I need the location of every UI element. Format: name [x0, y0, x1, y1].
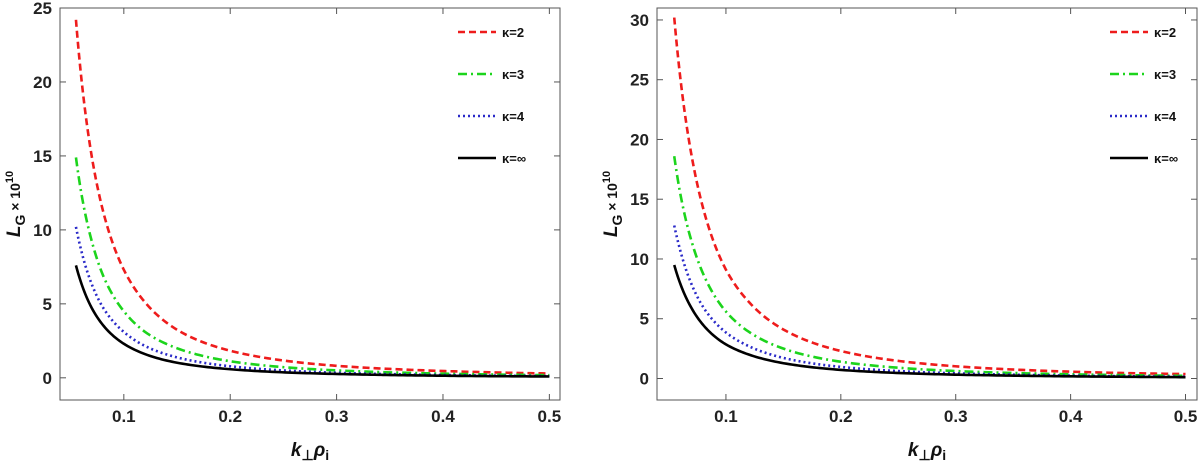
y-tick-label: 0: [640, 369, 649, 388]
legend-label-3: κ=4: [502, 109, 525, 124]
legend-label-1: κ=2: [1154, 25, 1176, 40]
x-tick-label: 0.3: [944, 407, 968, 426]
y-tick-label: 5: [640, 310, 649, 329]
series-line-4: [74, 265, 550, 378]
y-tick-label: 20: [630, 130, 649, 149]
series-line-1: [672, 17, 1186, 376]
legend-label-2: κ=3: [1154, 67, 1176, 82]
x-tick-label: 0.5: [1174, 407, 1198, 426]
legend-label-2: κ=3: [502, 67, 524, 82]
y-tick-label: 20: [33, 73, 52, 92]
legend-label-4: κ=∞: [502, 151, 526, 166]
y-axis-label: LG × 1010: [601, 171, 625, 237]
x-tick-label: 0.3: [325, 407, 349, 426]
chart-panel-right: 0.1 0.2 0.3 0.4 0.5 0 5 10 15 20 25 30 k⊥ρi LG × 1010…: [601, 7, 1198, 463]
x-tick-label: 0.1: [714, 407, 738, 426]
x-axis-label: k⊥ρi: [291, 440, 329, 463]
plot-frame: [59, 7, 561, 401]
plot-frame: [656, 7, 1198, 401]
legend-label-4: κ=∞: [1154, 151, 1178, 166]
x-tick-label: 0.4: [1059, 407, 1083, 426]
y-tick-label: 25: [33, 0, 52, 18]
series-line-2: [74, 157, 550, 377]
y-tick-label: 25: [630, 71, 649, 90]
y-tick-label: 10: [33, 221, 52, 240]
x-tick-label: 0.5: [538, 407, 562, 426]
y-tick-label: 15: [630, 190, 649, 209]
y-axis-label: LG × 1010: [4, 171, 28, 237]
y-tick-label: 15: [33, 147, 52, 166]
x-tick-label: 0.2: [829, 407, 853, 426]
series-line-4: [672, 264, 1186, 379]
y-tick-label: 0: [43, 369, 52, 388]
x-tick-label: 0.2: [218, 407, 242, 426]
y-tick-label: 10: [630, 250, 649, 269]
y-tick-label: 5: [43, 295, 52, 314]
legend-label-1: κ=2: [502, 25, 524, 40]
x-axis-label: k⊥ρi: [908, 440, 946, 463]
series-line-1: [74, 19, 550, 375]
series-line-2: [672, 156, 1186, 378]
legend-label-3: κ=4: [1154, 109, 1177, 124]
x-tick-label: 0.1: [112, 407, 136, 426]
y-tick-label: 30: [630, 11, 649, 30]
x-tick-label: 0.4: [431, 407, 455, 426]
chart-panel-left: 0.1 0.2 0.3 0.4 0.5 0 5 10 15 20 25 k⊥ρi LG × 1010 κ=…: [4, 0, 561, 463]
